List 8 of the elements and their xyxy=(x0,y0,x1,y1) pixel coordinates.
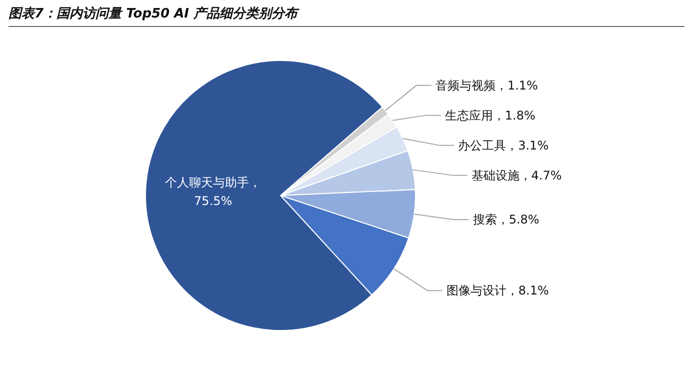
slice-label: 办公工具，3.1% xyxy=(458,138,549,152)
slice-label: 个人聊天与助手， 75.5% xyxy=(165,176,262,208)
slice-label: 基础设施，4.7% xyxy=(471,168,562,182)
slice-label: 生态应用，1.8% xyxy=(444,108,536,122)
slice-label: 音频与视频，1.1% xyxy=(435,78,538,92)
chart-title: 图表7：国内访问量 Top50 AI 产品细分类别分布 xyxy=(8,6,300,22)
slice-label: 图像与设计，8.1% xyxy=(446,284,549,298)
slice-label: 搜索，5.8% xyxy=(472,212,540,227)
